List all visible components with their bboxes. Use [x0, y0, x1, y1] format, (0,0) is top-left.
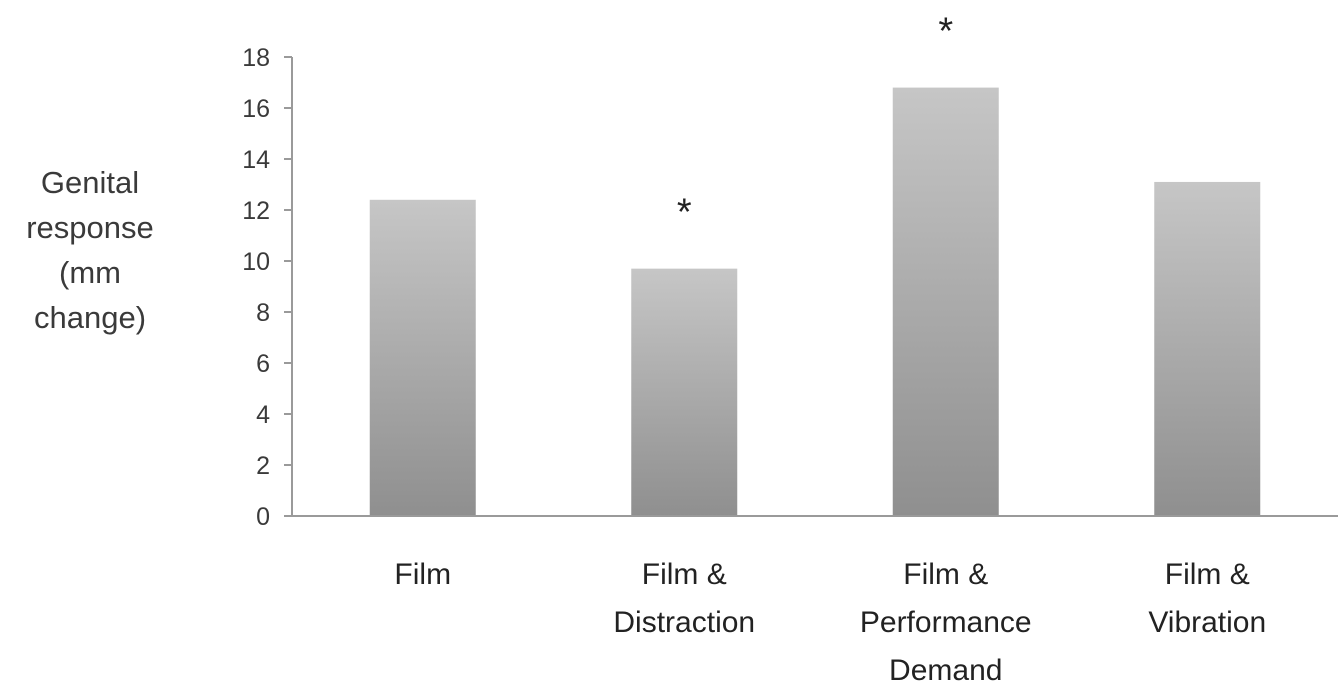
x-category-label: Film & Vibration [1148, 558, 1266, 639]
x-category-label-line: Vibration [1148, 606, 1266, 639]
x-axis: Film Film & Distraction Film & Performance De… [394, 558, 1266, 687]
y-tick-label: 18 [242, 44, 270, 72]
y-axis-label-line: (mm [59, 255, 121, 290]
x-category-label: Film & Performance Demand [860, 558, 1032, 687]
significance-marker: * [677, 192, 692, 234]
significance-marker: * [938, 11, 953, 53]
x-category-label: Film [394, 558, 451, 591]
y-tick-label: 4 [256, 401, 270, 429]
y-axis-label: Genital response (mm change) [0, 160, 180, 340]
y-tick-label: 14 [242, 146, 270, 174]
y-tick-label: 12 [242, 197, 270, 225]
x-category-label-line: Demand [889, 654, 1002, 687]
x-category-label-line: Distraction [613, 606, 755, 639]
x-category-label-line: Film & [1165, 558, 1250, 591]
y-tick-label: 2 [256, 452, 270, 480]
y-tick-label: 16 [242, 95, 270, 123]
y-axis-label-line: Genital [40, 165, 140, 200]
bar [631, 268, 738, 516]
y-axis-label-line: response [26, 210, 154, 245]
x-category-label-line: Film & [642, 558, 727, 591]
bar [892, 87, 999, 516]
x-category-label-line: Film [394, 558, 451, 591]
bar [369, 199, 476, 517]
x-category-label: Film & Distraction [613, 558, 755, 639]
x-category-label-line: Performance [860, 606, 1032, 639]
y-tick-label: 6 [256, 350, 270, 378]
x-category-label-line: Film & [903, 558, 988, 591]
axes [284, 57, 1338, 517]
y-tick-label: 0 [256, 503, 270, 531]
bars: ** [369, 11, 1261, 517]
y-axis: 0 2 4 6 8 10 12 14 16 18 [242, 44, 292, 531]
y-tick-label: 10 [242, 248, 270, 276]
y-tick-label: 8 [256, 299, 270, 327]
y-axis-label-line: change) [33, 300, 147, 335]
bar [1154, 181, 1261, 516]
